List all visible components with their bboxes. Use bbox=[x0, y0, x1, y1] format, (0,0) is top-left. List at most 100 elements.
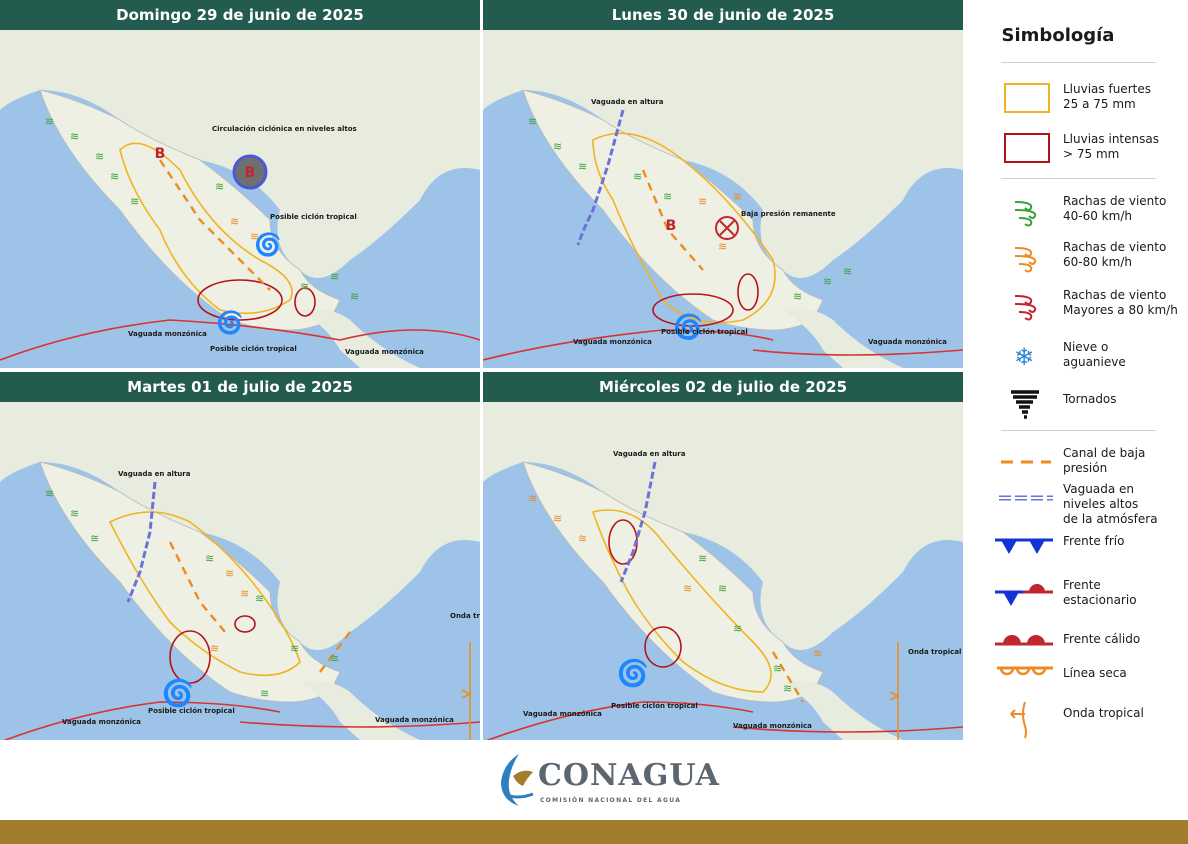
wind-gusts-green: ≋≋≋ ≋≋ bbox=[698, 552, 792, 695]
map-label: Vaguada monzónica bbox=[375, 716, 454, 724]
intense-rain-area bbox=[294, 287, 316, 317]
heavy-rain-area bbox=[108, 511, 301, 677]
svg-text:≋: ≋ bbox=[783, 682, 792, 695]
svg-text:≋: ≋ bbox=[250, 230, 259, 243]
tornado-icon bbox=[1011, 390, 1039, 419]
map-panel-day2: Lunes 30 de junio de 2025 B 🌀 ≋ ≋ ≋ ≋ ≋ ≋ ≋ ≋ bbox=[483, 0, 963, 368]
svg-text:≋: ≋ bbox=[350, 290, 359, 303]
tropical-cyclone-icon: 🌀 bbox=[254, 231, 281, 258]
svg-text:≋: ≋ bbox=[45, 115, 54, 128]
map-graphic: 🌀 ≋ ≋ ≋ ≋ ≋ ≋ ≋ ≋ ≋ ≋ ≋ bbox=[0, 402, 480, 740]
upper-trough-icon bbox=[999, 495, 1053, 501]
stationary-front-icon bbox=[995, 584, 1053, 606]
dry-line-icon bbox=[997, 666, 1053, 676]
legend-item: Lluvias fuertes 25 a 75 mm bbox=[993, 82, 1183, 122]
svg-text:≋: ≋ bbox=[110, 170, 119, 183]
legend-label: Frente cálido bbox=[1063, 632, 1141, 646]
north-america-land bbox=[0, 402, 480, 650]
map-label: Posible ciclón tropical bbox=[661, 328, 748, 336]
upper-level-trough bbox=[576, 109, 625, 246]
wind-gusts-green: ≋≋≋ ≋≋≋ ≋≋≋ bbox=[45, 115, 359, 303]
svg-text:≋: ≋ bbox=[45, 487, 54, 500]
svg-text:≋: ≋ bbox=[773, 662, 782, 675]
cold-front-icon bbox=[995, 538, 1053, 554]
forecast-map: B B 🌀 🌀 ≋ ≋ ≋ ≋ ≋ ≋ ≋ ≋ ≋ ≋ ≋ Circulación cicló… bbox=[0, 30, 480, 368]
legend-item: Frente cálido bbox=[993, 630, 1183, 670]
forecast-map: 🌀 ≋ ≋ ≋ ≋ ≋ ≋ ≋ ≋ ≋ ≋ Vaguada en altura Posibl… bbox=[483, 402, 963, 740]
central-america-land bbox=[300, 308, 420, 368]
tropical-wave-arrow bbox=[889, 691, 900, 701]
intense-rain-area bbox=[644, 626, 682, 668]
svg-text:≋: ≋ bbox=[528, 492, 537, 505]
map-label: Vaguada en altura bbox=[118, 470, 191, 478]
divider bbox=[1001, 430, 1156, 431]
svg-text:≋: ≋ bbox=[733, 190, 742, 203]
svg-text:≋: ≋ bbox=[215, 180, 224, 193]
svg-text:≋: ≋ bbox=[300, 280, 309, 293]
svg-text:≋: ≋ bbox=[95, 150, 104, 163]
svg-text:≋: ≋ bbox=[718, 240, 727, 253]
wind-gusts-orange: ≋ ≋ ≋ ≋ ≋ bbox=[528, 492, 822, 660]
legend-item: Frente estacionario bbox=[993, 578, 1183, 618]
mexico-land bbox=[522, 89, 824, 331]
monsoon-trough-line bbox=[3, 701, 281, 740]
central-america-land bbox=[783, 680, 903, 740]
heavy-rain-area bbox=[592, 132, 776, 324]
heavy-rain-box-icon bbox=[1004, 83, 1050, 113]
legend-label: Lluvias fuertes 25 a 75 mm bbox=[1063, 82, 1151, 111]
svg-text:≋: ≋ bbox=[130, 195, 139, 208]
svg-text:≋: ≋ bbox=[578, 160, 587, 173]
map-graphic: 🌀 ≋≋≋ ≋≋ ≋≋≋ ≋≋ bbox=[483, 402, 963, 740]
wind-gusts-orange: ≋≋ bbox=[230, 215, 259, 243]
legend-label: Rachas de viento Mayores a 80 km/h bbox=[1063, 288, 1178, 317]
legend-label: Canal de baja presión bbox=[1063, 446, 1146, 475]
monsoon-trough-line bbox=[486, 701, 754, 740]
svg-text:≋: ≋ bbox=[528, 115, 537, 128]
tropical-cyclone-icon: 🌀 bbox=[216, 309, 243, 336]
svg-text:≋: ≋ bbox=[553, 140, 562, 153]
legend-label: Línea seca bbox=[1063, 666, 1127, 680]
legend-item: ❄ Nieve o aguanieve bbox=[993, 340, 1183, 380]
map-graphic: B 🌀 ≋ ≋ ≋ ≋ ≋ ≋ ≋ ≋ ≋ ≋ ≋ bbox=[483, 30, 963, 368]
legend-label: Nieve o aguanieve bbox=[1063, 340, 1126, 369]
legend-label: Rachas de viento 60-80 km/h bbox=[1063, 240, 1167, 269]
panel-title: Martes 01 de julio de 2025 bbox=[0, 372, 480, 402]
conagua-logo: CONAGUA COMISIÓN NACIONAL DEL AGUA bbox=[493, 750, 719, 810]
legend-label: Frente frío bbox=[1063, 534, 1125, 548]
svg-text:≋: ≋ bbox=[240, 587, 249, 600]
map-panel-day4: Miércoles 02 de julio de 2025 🌀 ≋ ≋ ≋ ≋ ≋ ≋… bbox=[483, 372, 963, 740]
svg-text:≋: ≋ bbox=[793, 290, 802, 303]
forecast-map: B 🌀 ≋ ≋ ≋ ≋ ≋ ≋ ≋ ≋ ≋ ≋ ≋ Vaguada en altura Baj… bbox=[483, 30, 963, 368]
legend-panel: Simbología Lluvias fuertes 25 a 75 mm Ll… bbox=[963, 0, 1188, 740]
svg-text:≋: ≋ bbox=[255, 592, 264, 605]
divider bbox=[1001, 178, 1156, 179]
intense-rain-area bbox=[737, 273, 759, 311]
svg-text:≋: ≋ bbox=[633, 170, 642, 183]
north-america-land bbox=[0, 30, 480, 278]
heavy-rain-area bbox=[119, 142, 293, 315]
monsoon-trough-line bbox=[752, 349, 963, 356]
panel-title: Domingo 29 de junio de 2025 bbox=[0, 0, 480, 30]
panel-title: Lunes 30 de junio de 2025 bbox=[483, 0, 963, 30]
pressure-letter: B bbox=[245, 165, 256, 181]
low-pressure-channel-icon bbox=[1001, 460, 1051, 464]
legend-item: Línea seca bbox=[993, 664, 1183, 704]
cyclonic-circulation-icon bbox=[232, 154, 268, 190]
map-label: Vaguada monzónica bbox=[573, 338, 652, 346]
intense-rain-area bbox=[169, 630, 211, 684]
svg-text:≋: ≋ bbox=[578, 532, 587, 545]
snowflake-icon: ❄ bbox=[1014, 343, 1034, 371]
map-label: Posible ciclón tropical bbox=[270, 213, 357, 221]
svg-text:≋: ≋ bbox=[663, 190, 672, 203]
north-america-land bbox=[483, 402, 963, 650]
svg-text:≋: ≋ bbox=[205, 552, 214, 565]
svg-text:≋: ≋ bbox=[683, 582, 692, 595]
monsoon-trough-line bbox=[732, 726, 963, 733]
monsoon-trough-line bbox=[239, 721, 480, 728]
map-label: Posible ciclón tropical bbox=[611, 702, 698, 710]
legend-label: Vaguada en niveles altos de la atmósfera bbox=[1063, 482, 1158, 526]
legend-label: Frente estacionario bbox=[1063, 578, 1137, 607]
map-label: Vaguada monzónica bbox=[62, 718, 141, 726]
map-label: Vaguada monzónica bbox=[733, 722, 812, 730]
north-america-land bbox=[483, 30, 963, 278]
